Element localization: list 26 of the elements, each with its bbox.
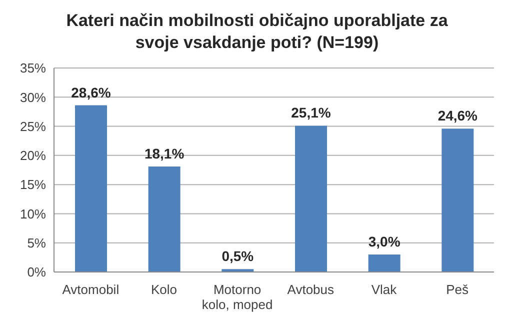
bar bbox=[75, 105, 107, 272]
bar bbox=[368, 254, 400, 272]
y-tick-label: 35% bbox=[20, 60, 46, 76]
y-tick-label: 15% bbox=[20, 177, 46, 192]
chart-title: Kateri način mobilnosti običajno uporabljate za svoje vsakdanje poti? (N=199) bbox=[65, 10, 449, 54]
data-label: 0,5% bbox=[222, 248, 254, 264]
x-tick-label: Vlak bbox=[371, 282, 398, 297]
y-tick-label: 20% bbox=[20, 148, 46, 164]
data-label: 3,0% bbox=[368, 234, 401, 250]
bar bbox=[148, 166, 180, 272]
x-tick-label: Peš bbox=[446, 282, 470, 297]
data-label: 24,6% bbox=[438, 108, 478, 124]
bar bbox=[295, 126, 327, 272]
y-tick-label: 10% bbox=[20, 206, 46, 222]
y-tick-label: 0% bbox=[27, 264, 46, 280]
x-tick-label: Avtobus bbox=[287, 282, 335, 297]
y-tick-label: 25% bbox=[20, 118, 46, 134]
y-tick-label: 30% bbox=[20, 90, 46, 105]
data-label: 25,1% bbox=[291, 104, 332, 121]
data-label: 18,1% bbox=[144, 146, 185, 162]
x-tick-label: Kolo bbox=[150, 282, 178, 297]
data-label: 28,6% bbox=[71, 84, 112, 100]
bar bbox=[442, 128, 474, 272]
y-tick-label: 5% bbox=[27, 235, 46, 250]
x-tick-label: Motorno kolo, moped bbox=[202, 282, 273, 312]
x-tick-label: Avtomobil bbox=[62, 282, 120, 297]
